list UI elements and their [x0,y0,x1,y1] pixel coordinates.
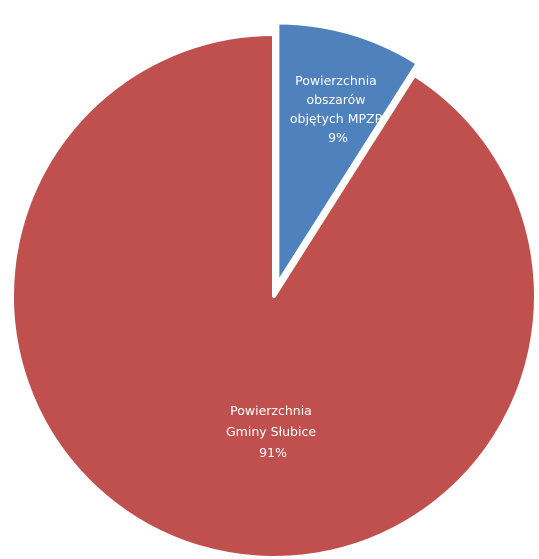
data-label-gmina-line-2: Gminy Słubice [226,424,316,439]
data-label-mpzp-line-1: Powierzchnia [295,73,377,88]
data-label-gmina-line-1: Powierzchnia [230,403,312,418]
data-label-mpzp-line-3: objętych MPZP [290,111,383,126]
data-label-gmina: Powierzchnia Gminy Słubice 91% [226,403,320,460]
data-label-mpzp-percent: 9% [328,130,348,145]
data-label-mpzp-line-2: obszarów [306,92,365,107]
pie-slice-mpzp [275,20,420,287]
data-label-gmina-percent: 91% [259,445,287,460]
pie-slice-gmina [10,32,538,559]
data-label-mpzp: Powierzchnia obszarów objętych MPZP 9% [290,73,386,145]
